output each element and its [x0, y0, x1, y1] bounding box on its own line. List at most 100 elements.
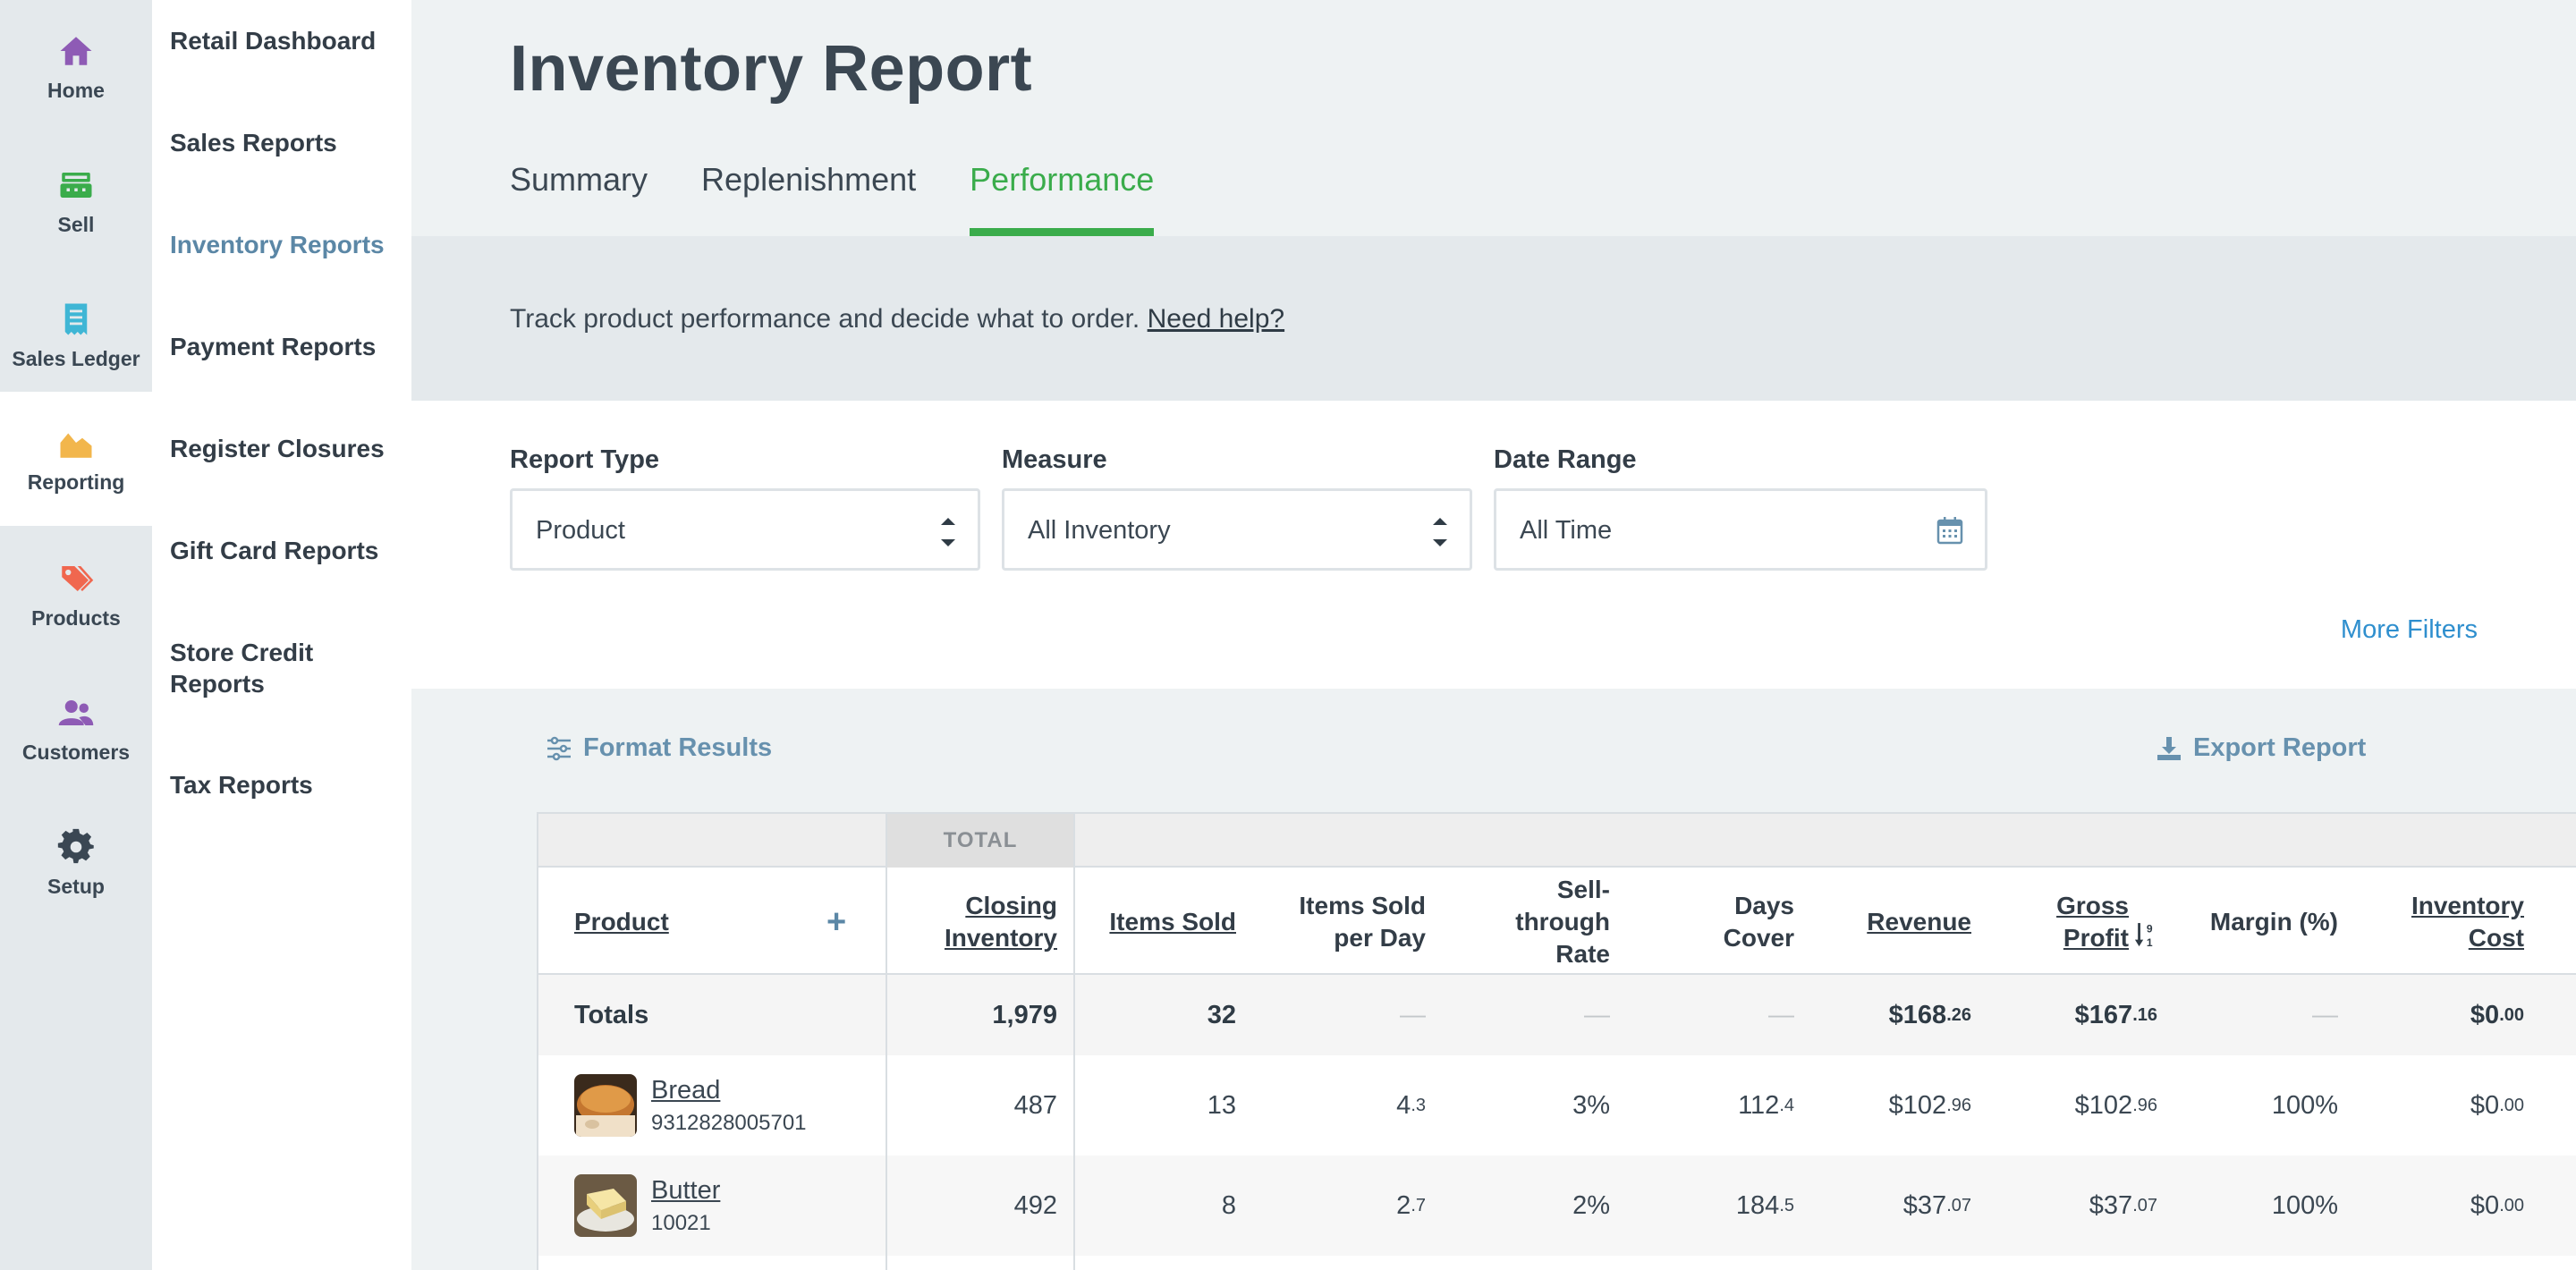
subnav-gift-card-reports[interactable]: Gift Card Reports — [170, 537, 379, 564]
subnav-retail-dashboard[interactable]: Retail Dashboard — [170, 27, 377, 55]
main-content: Inventory Report Summary Replenishment P… — [411, 0, 2576, 1270]
product-name-link[interactable]: Butter — [651, 1175, 721, 1205]
subnav-sales-reports[interactable]: Sales Reports — [170, 129, 337, 157]
product-name-link[interactable]: Bread — [651, 1075, 721, 1105]
help-link[interactable]: Need help? — [1147, 304, 1285, 334]
nav-products-label: Products — [31, 605, 121, 630]
totals-inventory-cost-cents: .00 — [2499, 1004, 2524, 1025]
subnav-payment-reports[interactable]: Payment Reports — [170, 333, 377, 360]
report-type-value: Product — [536, 516, 625, 545]
subnav-store-credit-reports[interactable]: Store Credit Reports — [170, 639, 314, 698]
more-filters-link[interactable]: More Filters — [2340, 615, 2478, 644]
header-product[interactable]: Product — [574, 869, 753, 975]
header-closing-inventory-line1: Closing — [965, 892, 1057, 919]
sort-descending-icon: 91 — [2134, 922, 2153, 949]
subnav-register-closures[interactable]: Register Closures — [170, 435, 385, 462]
filters-panel: Report Type Product Measure All Inventor… — [411, 401, 2576, 689]
totals-sell-through: — — [1584, 1000, 1610, 1029]
column-group-header: TOTAL — [538, 814, 2576, 868]
header-items-sold[interactable]: Items Sold — [1093, 869, 1236, 975]
header-items-sold-label: Items Sold — [1109, 908, 1236, 936]
subnav-tax-reports[interactable]: Tax Reports — [170, 771, 313, 799]
items-sold-cell: 8 — [1221, 1190, 1236, 1220]
subnav-inventory-reports[interactable]: Inventory Reports — [170, 231, 385, 258]
nav-sales-ledger[interactable]: Sales Ledger — [0, 268, 152, 402]
totals-inventory-cost-main: $0 — [2470, 1000, 2500, 1029]
gross-profit-main: $37 — [2089, 1190, 2133, 1220]
header-items-sold-per-day-line1: Items Sold — [1299, 892, 1426, 919]
revenue-main: $102 — [1888, 1090, 1947, 1120]
items-sold-per-day-main: 2 — [1396, 1190, 1411, 1220]
nav-setup[interactable]: Setup — [0, 796, 152, 930]
header-closing-inventory[interactable]: Closing Inventory — [894, 869, 1057, 975]
nav-sell[interactable]: Sell — [0, 134, 152, 268]
nav-setup-label: Setup — [47, 874, 105, 898]
measure-value: All Inventory — [1028, 516, 1171, 545]
totals-row: Totals 1,979 32 — — — $168.26 $167.16 — … — [538, 975, 2576, 1055]
inventory-cost-cents: .00 — [2499, 1195, 2524, 1215]
gross-profit-cents: .07 — [2132, 1195, 2157, 1215]
header-gross-profit[interactable]: Gross Profit 9 1 — [1987, 869, 2157, 975]
date-range-picker[interactable]: All Time — [1494, 488, 1987, 571]
header-margin: Margin (%) — [2209, 908, 2338, 936]
header-days-cover: Days Cover — [1630, 869, 1794, 975]
closing-inventory-cell: 492 — [1013, 1190, 1057, 1220]
nav-home[interactable]: Home — [0, 0, 152, 134]
sell-through-cell: 3% — [1572, 1090, 1610, 1120]
totals-revenue-main: $168 — [1888, 1000, 1947, 1029]
nav-products[interactable]: Products — [0, 528, 152, 662]
add-column-button[interactable]: + — [826, 903, 847, 941]
download-icon — [2157, 736, 2181, 760]
format-results-button[interactable]: Format Results — [546, 733, 772, 763]
totals-gross-profit-main: $167 — [2074, 1000, 2133, 1029]
totals-closing-inventory: 1,979 — [992, 1000, 1057, 1029]
nav-reporting[interactable]: Reporting — [0, 392, 152, 526]
tab-replenishment[interactable]: Replenishment — [701, 161, 917, 198]
nav-sales-ledger-label: Sales Ledger — [12, 346, 140, 370]
nav-customers[interactable]: Customers — [0, 662, 152, 796]
header-inventory-cost[interactable]: Inventory Cost — [2363, 869, 2524, 975]
gross-profit-cell: $102.96 — [1987, 1055, 2157, 1156]
gear-icon — [57, 828, 94, 863]
revenue-cents: .96 — [1946, 1095, 1971, 1115]
info-description: Track product performance and decide wha… — [510, 304, 1140, 334]
sell-through-cell: 2% — [1572, 1190, 1610, 1220]
revenue-cell: $102.96 — [1809, 1055, 1971, 1156]
header-items-sold-per-day-line2: per Day — [1334, 924, 1426, 952]
report-type-select[interactable]: Product — [510, 488, 980, 571]
revenue-main: $37 — [1902, 1190, 1947, 1220]
totals-days-cover: — — [1768, 1000, 1794, 1029]
header-revenue[interactable]: Revenue — [1809, 869, 1971, 975]
measure-select[interactable]: All Inventory — [1002, 488, 1472, 571]
receipt-icon — [64, 303, 88, 334]
main-nav-rail: Home Sell Sales Ledger Reporting Product… — [0, 0, 152, 1270]
inventory-cost-main: $0 — [2470, 1090, 2500, 1120]
product-cell: Bread 9312828005701 — [574, 1055, 807, 1156]
product-sku: 9312828005701 — [651, 1110, 807, 1135]
tab-summary[interactable]: Summary — [510, 161, 648, 198]
table-row: Bread 9312828005701 487 13 4.3 3% 112.4 … — [538, 1055, 2576, 1156]
measure-label: Measure — [1002, 445, 1107, 474]
date-range-value: All Time — [1520, 516, 1613, 545]
gross-profit-cell: $37.07 — [1987, 1156, 2157, 1256]
home-icon — [60, 36, 92, 65]
total-group-label: TOTAL — [887, 814, 1073, 868]
header-sell-through-line2: through — [1515, 908, 1610, 936]
header-days-cover-line2: Cover — [1723, 924, 1794, 952]
export-report-button[interactable]: Export Report — [2156, 733, 2366, 763]
inventory-cost-main: $0 — [2470, 1190, 2500, 1220]
butter-image — [574, 1174, 637, 1237]
product-thumbnail-bread — [574, 1074, 637, 1137]
tab-performance[interactable]: Performance — [970, 161, 1155, 236]
svg-text:9: 9 — [2147, 922, 2153, 935]
inventory-cost-cents: .00 — [2499, 1095, 2524, 1115]
header-inventory-cost-line2: Cost — [2468, 924, 2524, 952]
format-results-label: Format Results — [583, 733, 773, 762]
export-report-label: Export Report — [2193, 733, 2367, 762]
nav-sell-label: Sell — [57, 212, 95, 236]
select-arrows-icon — [1433, 518, 1447, 546]
header-product-label: Product — [574, 908, 669, 936]
gross-profit-cents: .96 — [2132, 1095, 2157, 1115]
results-toolbar: Format Results Export Report — [411, 689, 2576, 814]
items-sold-cell: 13 — [1207, 1090, 1236, 1120]
